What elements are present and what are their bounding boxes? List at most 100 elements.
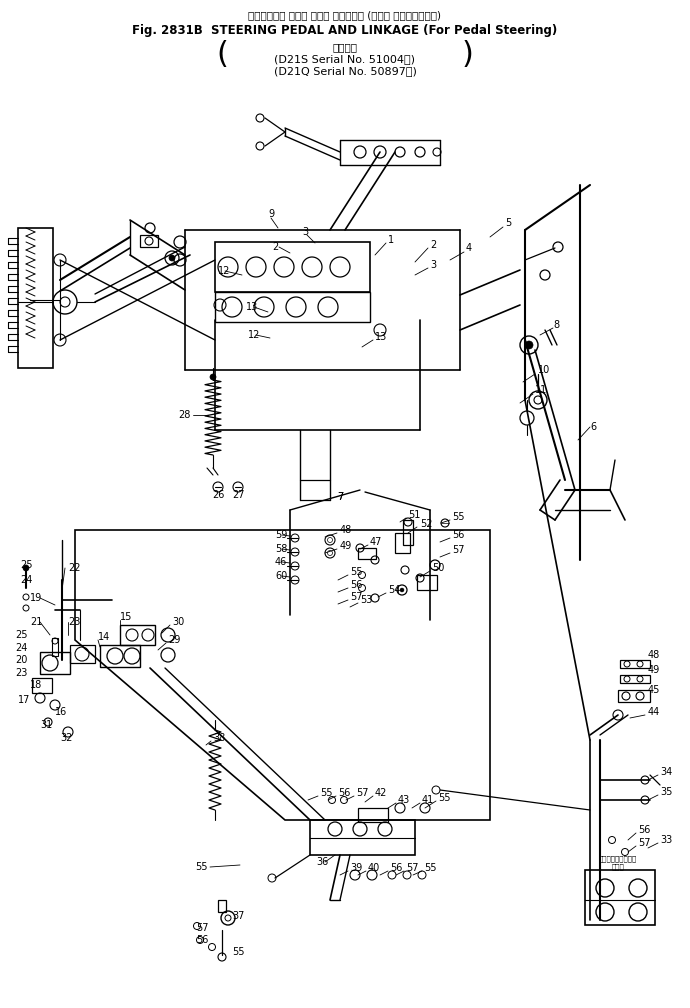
Text: 55: 55 [232,947,244,957]
Bar [310,820,415,855]
Text: 55: 55 [452,512,464,522]
Circle shape [23,565,29,571]
Text: 29: 29 [168,635,180,645]
Bar [100,645,140,667]
Text: 56: 56 [390,863,402,873]
Bar [618,690,650,702]
Text: 9: 9 [268,209,274,219]
Text: 12: 12 [218,266,230,276]
Text: 14: 14 [98,632,110,642]
Text: 40: 40 [368,863,380,873]
Bar [140,235,158,247]
Text: 48: 48 [648,650,660,660]
Bar [395,533,410,553]
Text: 17: 17 [18,695,30,705]
Text: 26: 26 [212,490,224,500]
Text: 57: 57 [196,923,208,933]
Text: 54: 54 [388,585,400,595]
Text: 11: 11 [535,385,547,395]
Bar [218,900,226,912]
Bar [18,228,53,368]
Text: 28: 28 [178,410,190,420]
Text: 31: 31 [40,720,52,730]
Text: 59: 59 [275,530,287,540]
Text: 2: 2 [272,242,278,252]
Text: 51: 51 [408,510,420,520]
Text: 53: 53 [360,595,373,605]
Text: 55: 55 [320,788,333,798]
Bar [358,548,376,559]
Bar [403,520,413,545]
Text: 55: 55 [195,862,208,872]
Text: 60: 60 [275,571,287,581]
Text: 55: 55 [350,566,362,577]
Text: (: ( [216,40,228,69]
Bar [417,575,437,590]
Text: 適用号機: 適用号機 [333,42,357,52]
Text: 57: 57 [638,838,651,848]
Text: 48: 48 [340,525,353,535]
Text: 2: 2 [430,240,436,250]
Text: Fig. 2831B  STEERING PEDAL AND LINKAGE (For Pedal Steering): Fig. 2831B STEERING PEDAL AND LINKAGE (F… [132,24,558,37]
Text: 20: 20 [15,655,28,665]
Text: 10: 10 [538,365,550,375]
Text: 7: 7 [337,492,343,502]
Text: 57: 57 [406,863,419,873]
Bar [52,638,58,656]
Text: 42: 42 [375,788,387,798]
Text: 55: 55 [438,793,451,803]
Text: 13: 13 [375,332,387,342]
Text: 50: 50 [432,563,444,573]
Text: 18: 18 [30,680,42,690]
Text: (D21S Serial No. 51004～): (D21S Serial No. 51004～) [275,54,415,64]
Bar [358,808,388,822]
Bar [620,675,650,683]
Text: 23: 23 [15,668,28,678]
Text: 55: 55 [424,863,437,873]
Text: 3: 3 [430,260,436,270]
Text: 34: 34 [660,767,672,777]
Text: 15: 15 [120,612,132,622]
Text: 27: 27 [232,490,244,500]
Text: 56: 56 [196,935,208,946]
Text: 47: 47 [370,537,382,547]
Text: 56: 56 [638,825,651,835]
Text: 13: 13 [246,302,258,312]
Text: 35: 35 [660,787,672,797]
Text: 45: 45 [648,685,660,695]
Text: 23: 23 [68,617,80,627]
Text: 52: 52 [420,519,433,529]
Bar [215,292,370,322]
Text: 25: 25 [15,630,28,640]
Text: 43: 43 [398,795,411,805]
Text: 57: 57 [356,788,368,798]
Text: ): ) [462,40,474,69]
Text: 25: 25 [20,560,32,570]
Text: 16: 16 [55,707,67,717]
Bar [70,645,95,663]
Text: 1: 1 [388,235,394,245]
Text: 24: 24 [20,575,32,585]
Text: 7: 7 [337,492,343,502]
Text: (D21Q Serial No. 50897～): (D21Q Serial No. 50897～) [273,66,417,76]
Text: 24: 24 [15,643,28,653]
Text: 56: 56 [350,580,362,590]
Circle shape [169,255,175,261]
Bar [215,242,370,292]
Bar [585,870,655,925]
Text: 46: 46 [275,557,287,566]
Text: ステアリング ペダル および リンケージ (ペダル ステアリング用): ステアリング ペダル および リンケージ (ペダル ステアリング用) [248,10,442,20]
Text: 58: 58 [275,544,287,554]
Bar [120,625,155,645]
Circle shape [400,588,404,592]
Text: 56: 56 [338,788,351,798]
Text: 5: 5 [505,218,511,228]
Bar [32,678,52,694]
Text: 49: 49 [340,541,353,551]
Text: 37: 37 [232,911,244,921]
Text: 21: 21 [30,617,42,627]
Text: 39: 39 [350,863,362,873]
Text: 3: 3 [302,227,308,237]
Circle shape [210,374,216,380]
Text: 19: 19 [30,593,42,603]
